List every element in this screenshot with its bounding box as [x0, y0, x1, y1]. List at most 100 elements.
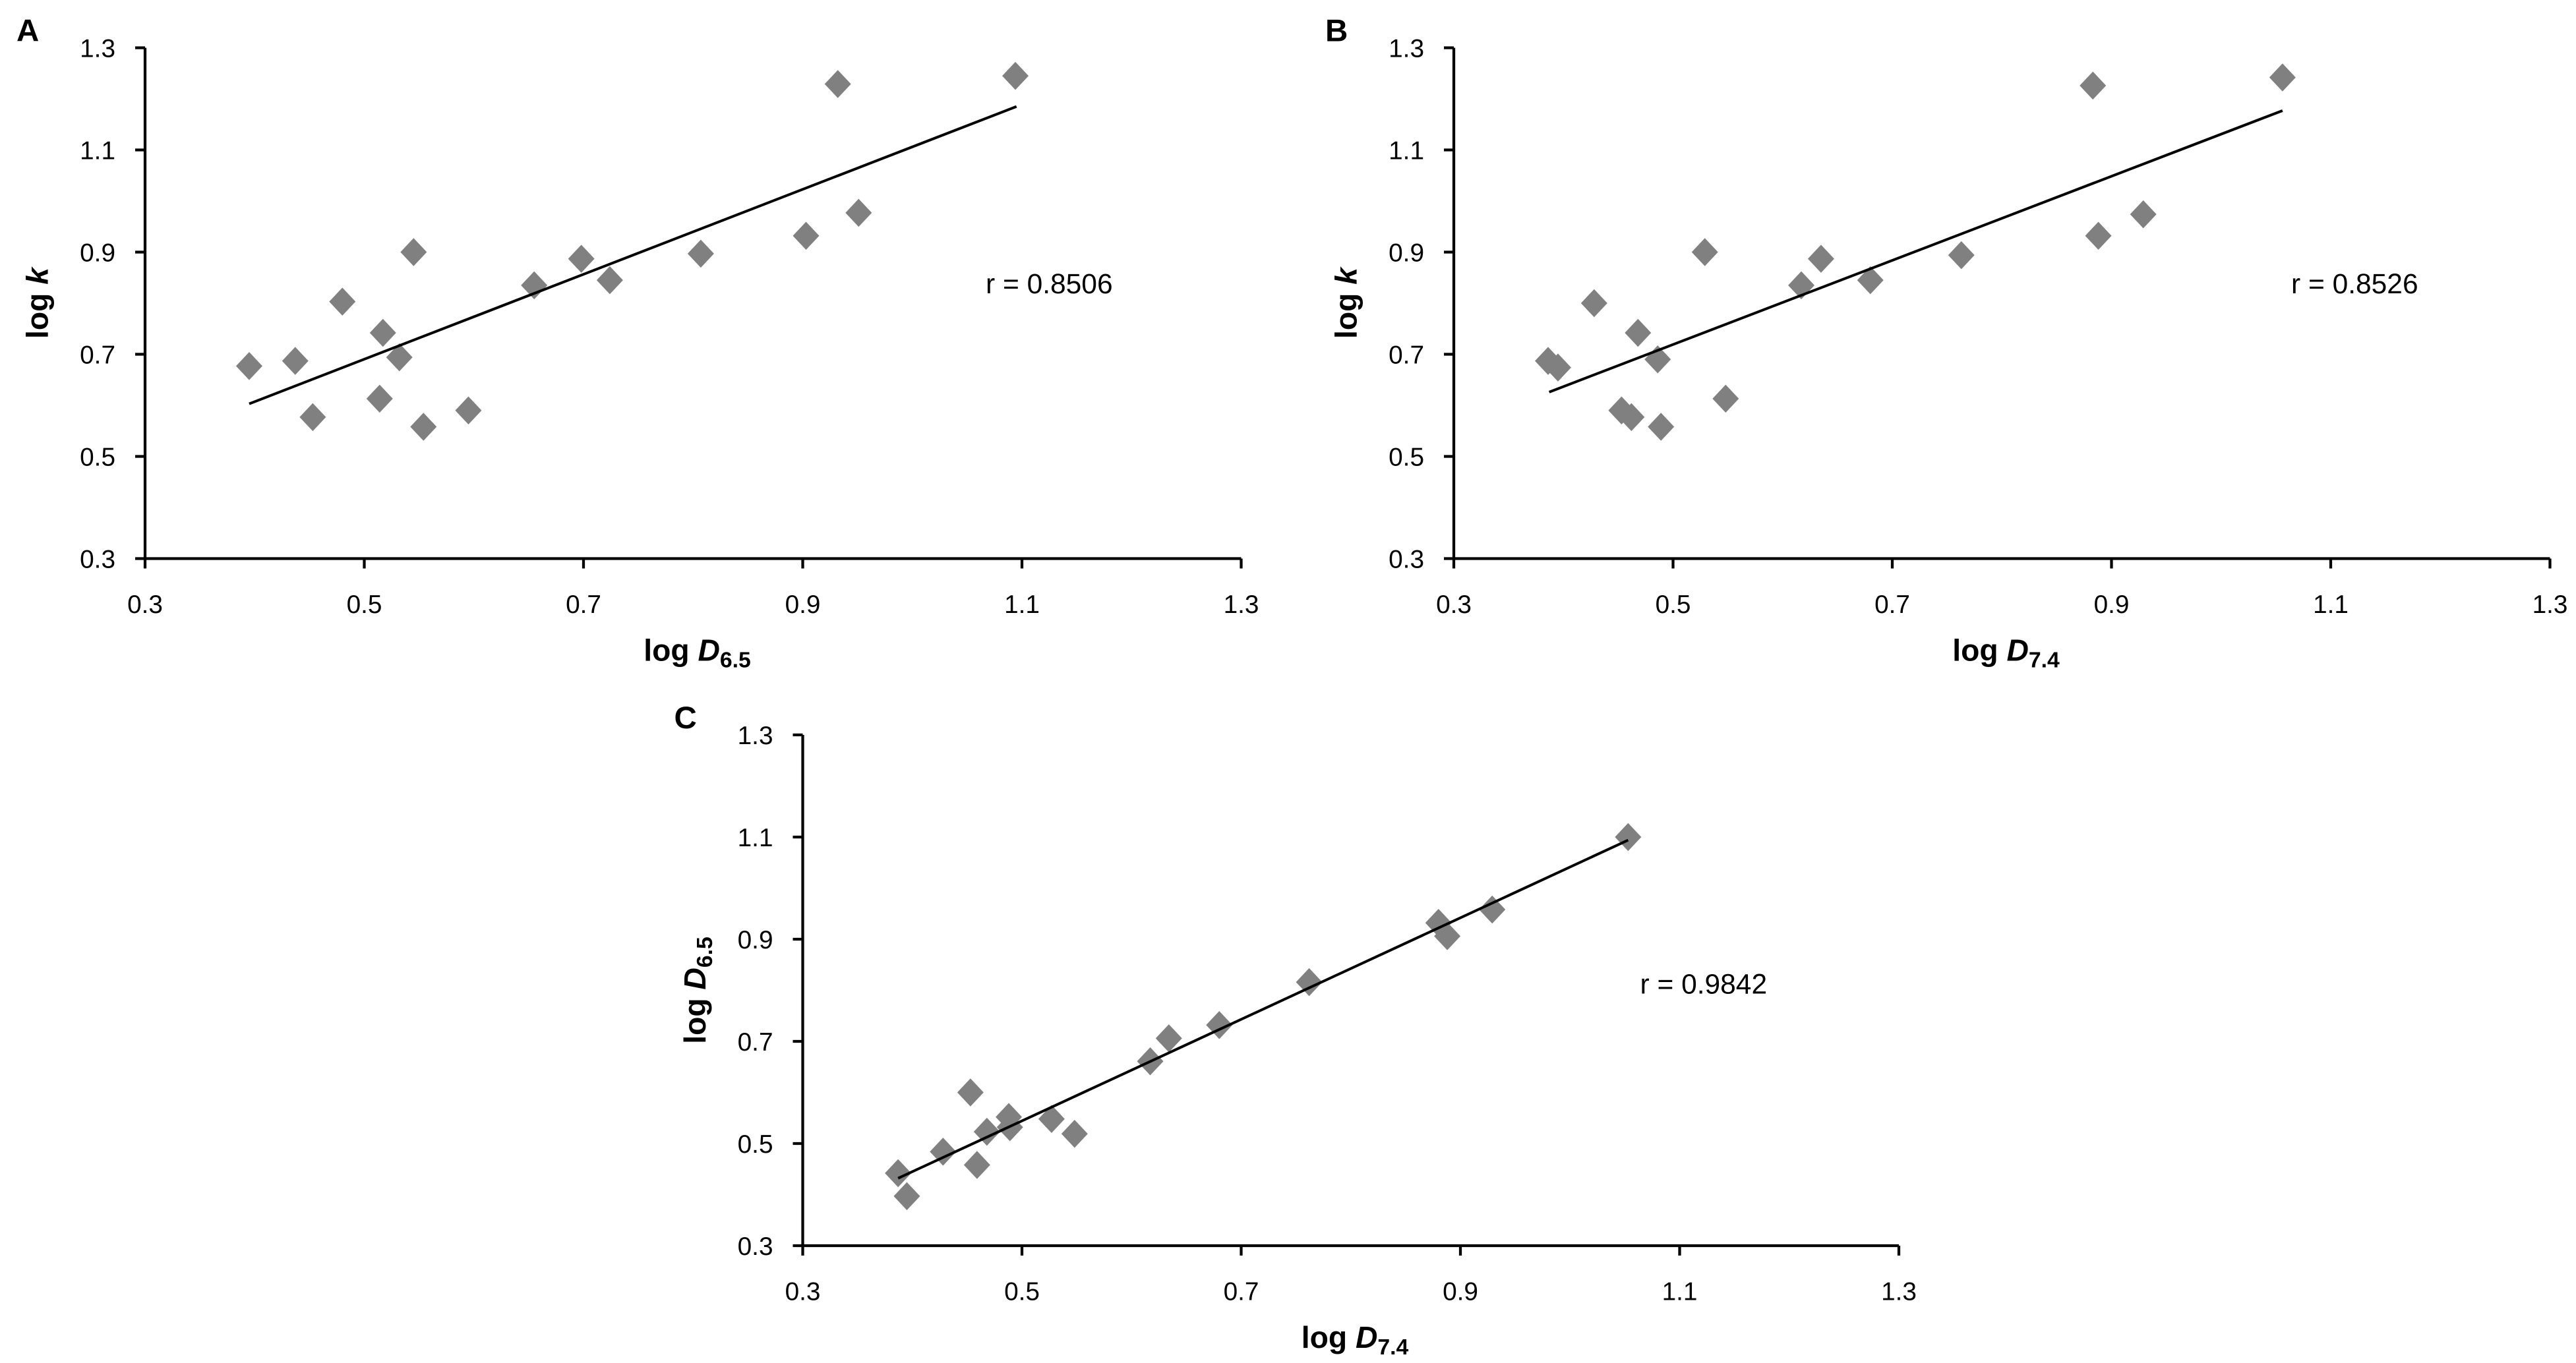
- data-point: [521, 271, 548, 300]
- y-tick-label: 1.1: [80, 136, 115, 165]
- data-point: [1691, 238, 1718, 266]
- data-point: [1038, 1105, 1065, 1134]
- x-tick-label: 0.9: [1443, 1278, 1478, 1306]
- y-tick-label: 0.5: [80, 443, 115, 471]
- trendline: [897, 838, 1629, 1180]
- data-point: [824, 70, 851, 98]
- data-point: [1712, 384, 1739, 413]
- x-axis-label: log D7.4: [1302, 1320, 1409, 1360]
- axis-label-text: log: [678, 990, 712, 1044]
- y-tick-label: 0.7: [80, 341, 115, 369]
- axis-label-subscript: 7.4: [2029, 648, 2060, 673]
- y-axis-label: log k: [1329, 266, 1363, 339]
- y-tick-label: 1.1: [1389, 136, 1424, 165]
- y-tick-label: 0.9: [80, 239, 115, 267]
- x-tick-label: 0.7: [1224, 1278, 1259, 1306]
- axis-label-subscript: 6.5: [692, 937, 717, 968]
- data-point: [386, 343, 413, 372]
- y-tick-label: 1.3: [1389, 34, 1424, 63]
- axis-label-variable: D: [2006, 633, 2028, 668]
- data-point: [930, 1138, 957, 1166]
- axis-label-variable: D: [1356, 1320, 1377, 1354]
- data-point: [1625, 318, 1652, 347]
- x-tick-label: 0.7: [1874, 591, 1910, 619]
- x-tick-label: 0.9: [785, 591, 821, 619]
- axis-label-variable: k: [20, 266, 54, 285]
- y-tick-label: 0.9: [1389, 239, 1424, 267]
- trendline: [1548, 109, 2283, 393]
- correlation-label: r = 0.9842: [1640, 970, 1768, 1000]
- y-tick-label: 1.3: [80, 34, 115, 63]
- data-point: [1155, 1024, 1182, 1053]
- data-point: [963, 1151, 990, 1179]
- x-tick-label: 1.1: [2313, 591, 2349, 619]
- data-point: [400, 238, 427, 266]
- y-tick-label: 0.7: [1389, 341, 1424, 369]
- axis-label-variable: k: [1329, 266, 1363, 285]
- x-tick-label: 0.3: [127, 591, 163, 619]
- panel-letter: C: [674, 701, 696, 736]
- data-point: [1948, 241, 1975, 270]
- data-point: [2080, 71, 2107, 100]
- x-tick-label: 1.1: [1662, 1278, 1698, 1306]
- data-point: [568, 245, 595, 273]
- axis-label-variable: D: [698, 633, 719, 668]
- axis-label-subscript: 7.4: [1377, 1335, 1408, 1360]
- panel-a: A 0.3 0.5 0.7 0.9 1.1 1.3 0.3 0.5 0.7 0.9 1.1 1.3 r =…: [16, 14, 1259, 673]
- x-axis-label: log D6.5: [644, 633, 751, 673]
- data-point: [1615, 823, 1642, 852]
- data-point: [1544, 353, 1571, 382]
- data-point: [329, 287, 356, 316]
- y-tick-label: 0.7: [738, 1028, 773, 1057]
- y-tick-label: 0.5: [1389, 443, 1424, 471]
- data-point: [366, 384, 393, 413]
- data-point: [2085, 221, 2112, 250]
- data-point: [957, 1078, 984, 1107]
- axis-label-variable: D: [678, 968, 712, 989]
- data-point: [2269, 63, 2296, 92]
- x-tick-label: 1.1: [1004, 591, 1040, 619]
- data-point: [1296, 968, 1323, 997]
- panel-b: B 0.3 0.5 0.7 0.9 1.1 1.3 0.3 0.5 0.7 0.9 1.1 1.3 r =…: [1325, 14, 2567, 673]
- data-point: [1857, 266, 1884, 295]
- x-axis-label: log D7.4: [1952, 633, 2060, 673]
- axis-label-text: log: [20, 285, 54, 339]
- data-point: [1618, 403, 1645, 432]
- y-tick-label: 1.1: [738, 824, 773, 852]
- x-tick-label: 0.3: [785, 1278, 821, 1306]
- data-point: [793, 221, 820, 250]
- x-tick-label: 1.3: [1881, 1278, 1917, 1306]
- correlation-label: r = 0.8526: [2291, 269, 2418, 300]
- data-point: [1648, 413, 1675, 441]
- data-point: [282, 347, 309, 375]
- panel-letter: B: [1325, 14, 1348, 49]
- x-tick-label: 0.5: [347, 591, 382, 619]
- y-tick-label: 0.3: [80, 545, 115, 573]
- data-point: [1061, 1120, 1088, 1148]
- data-point: [369, 318, 396, 347]
- correlation-label: r = 0.8506: [986, 269, 1113, 300]
- y-tick-label: 0.9: [738, 926, 773, 954]
- data-point: [410, 413, 437, 441]
- y-axis-label: log k: [20, 266, 54, 339]
- x-tick-label: 0.3: [1436, 591, 1472, 619]
- x-tick-label: 0.9: [2094, 591, 2130, 619]
- axis-label-text: log: [1329, 285, 1363, 339]
- data-point: [885, 1159, 912, 1188]
- x-tick-label: 0.5: [1004, 1278, 1040, 1306]
- y-axis-label: log D6.5: [678, 937, 717, 1044]
- axis-label-text: log: [1302, 1320, 1356, 1354]
- x-tick-label: 1.3: [2532, 591, 2568, 619]
- data-point: [1580, 289, 1607, 318]
- data-point: [455, 396, 482, 424]
- data-point: [687, 239, 714, 268]
- panel-letter: A: [16, 14, 39, 49]
- data-point: [235, 352, 262, 380]
- trendline: [249, 105, 1017, 405]
- y-tick-label: 0.3: [738, 1232, 773, 1261]
- data-point: [299, 403, 326, 432]
- axis-label-text: log: [644, 633, 698, 668]
- data-point: [845, 198, 872, 227]
- data-point: [2130, 200, 2157, 229]
